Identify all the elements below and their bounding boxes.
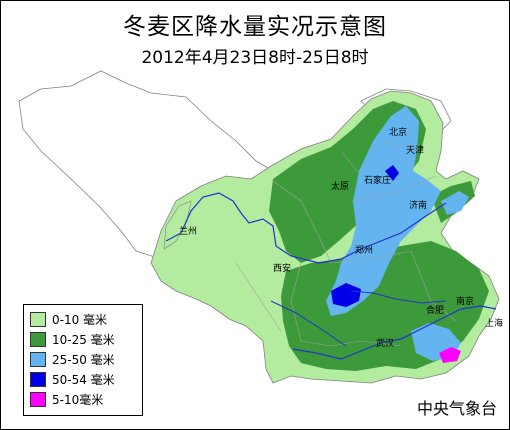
han-river [270, 300, 347, 347]
legend-swatch [30, 351, 46, 367]
legend-swatch [30, 371, 46, 387]
city-label-wuhan: 武汉 [376, 337, 394, 349]
legend-item: 25-50 毫米 [30, 351, 115, 367]
legend-swatch [30, 311, 46, 327]
city-label-zhengzhou: 郑州 [355, 244, 373, 256]
region-25-50mm-east-coast [441, 191, 469, 215]
city-label-nanjing: 南京 [456, 295, 474, 307]
legend-label: 50-54 毫米 [52, 372, 115, 387]
legend-item: 50-54 毫米 [30, 371, 115, 387]
legend-item: 5-10毫米 [30, 391, 103, 407]
source-credit: 中央气象台 [416, 399, 497, 418]
legend-swatch [30, 391, 46, 407]
city-markers: 北京 天津 石家庄 太原 济南 郑州 西安 兰州 合肥 南京 上海 武汉 [179, 126, 503, 349]
city-label-hefei: 合肥 [426, 304, 444, 316]
yellow-river [165, 192, 447, 264]
city-label-tianjin: 天津 [406, 145, 424, 156]
region-magenta [439, 347, 461, 363]
map-subtitle: 2012年4月23日8时-25日8时 [141, 48, 369, 68]
region-50-54mm-north [385, 165, 399, 181]
city-label-xian: 西安 [273, 262, 291, 274]
map-title: 冬麦区降水量实况示意图 [123, 14, 387, 40]
legend-label: 5-10毫米 [52, 392, 104, 407]
city-label-shanghai: 上海 [485, 317, 503, 329]
yangtze-river [292, 305, 497, 360]
huai-river [350, 290, 447, 304]
city-label-lanzhou: 兰州 [179, 225, 197, 237]
legend-swatch [30, 331, 46, 347]
region-25-50mm [326, 106, 441, 316]
legend-label: 10-25 毫米 [52, 332, 115, 347]
city-label-beijing: 北京 [389, 126, 407, 138]
city-label-jinan: 济南 [409, 199, 427, 211]
legend-item: 0-10 毫米 [30, 311, 107, 327]
legend-item: 10-25 毫米 [30, 331, 115, 347]
legend: 0-10 毫米 10-25 毫米 25-50 毫米 50-54 毫米 5-10毫… [23, 304, 143, 416]
city-label-shijiazhuang: 石家庄 [364, 174, 391, 186]
legend-label: 0-10 毫米 [52, 312, 108, 327]
legend-label: 25-50 毫米 [52, 352, 115, 367]
province-boundary-lines [235, 140, 457, 347]
region-50-54mm [331, 283, 361, 307]
city-label-taiyuan: 太原 [331, 180, 349, 192]
